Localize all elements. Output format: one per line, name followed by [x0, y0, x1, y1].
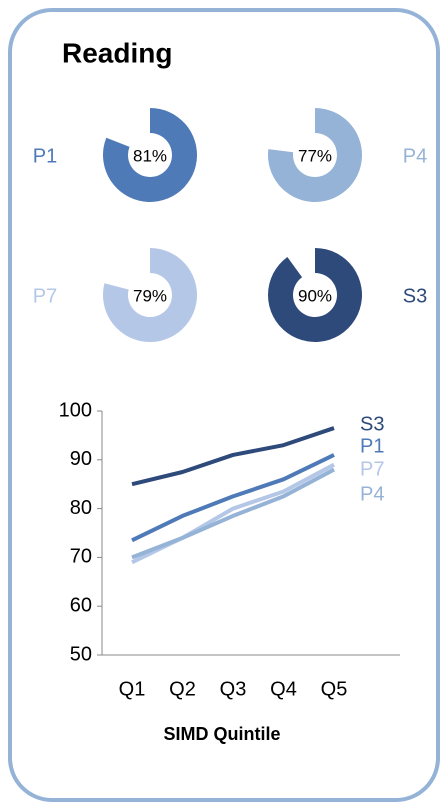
series-label: P7	[360, 458, 384, 480]
donut-name: S3	[403, 285, 427, 307]
donut-segment	[103, 247, 198, 343]
x-tick-label: Q1	[119, 678, 146, 700]
x-tick-label: Q3	[220, 678, 247, 700]
donut-segment	[267, 108, 362, 202]
series-label: P1	[360, 435, 384, 457]
y-tick-label: 90	[70, 448, 92, 470]
series-line	[131, 467, 335, 560]
series-line	[131, 426, 335, 487]
x-axis-title: SIMD Quintile	[164, 724, 281, 744]
card	[8, 8, 440, 802]
donut-value-label: 79%	[133, 286, 167, 305]
donut-segment	[268, 248, 363, 342]
y-tick-label: 60	[70, 594, 92, 616]
series-line	[131, 453, 335, 543]
card-title: Reading	[62, 37, 172, 68]
donut-name: P1	[33, 145, 57, 167]
donut-segment	[103, 108, 198, 203]
donut-value-label: 90%	[298, 286, 332, 305]
y-tick-label: 70	[70, 546, 92, 568]
donut-value-label: 81%	[133, 146, 167, 165]
x-tick-label: Q5	[321, 678, 348, 700]
x-tick-label: Q4	[270, 678, 297, 700]
x-tick-label: Q2	[169, 678, 196, 700]
y-tick-label: 100	[59, 399, 92, 421]
y-tick-label: 50	[70, 643, 92, 665]
donut-name: P7	[33, 285, 57, 307]
series-label: P4	[360, 483, 384, 505]
donut-value-label: 77%	[298, 146, 332, 165]
donut-name: P4	[403, 145, 427, 167]
series-label: S3	[360, 413, 384, 435]
y-tick-label: 80	[70, 497, 92, 519]
